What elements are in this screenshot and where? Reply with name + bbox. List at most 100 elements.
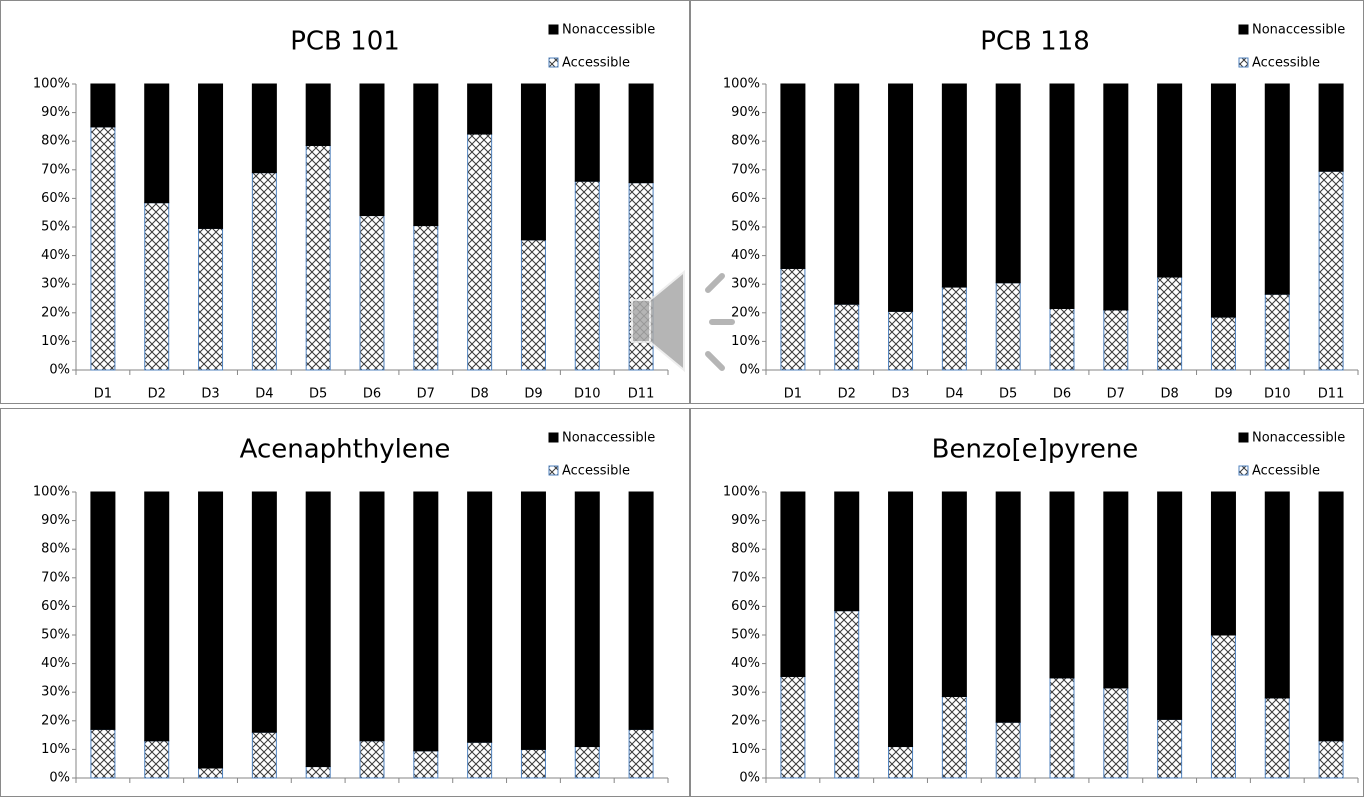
y-tick-label: 50% bbox=[731, 628, 760, 643]
y-tick-label: 10% bbox=[731, 334, 760, 349]
bar-segment bbox=[1264, 491, 1290, 699]
legend-label: Accessible bbox=[1252, 464, 1320, 479]
bar-segment bbox=[834, 303, 860, 371]
bar-segment bbox=[1318, 170, 1344, 371]
y-tick-label: 90% bbox=[731, 105, 760, 120]
x-tick-label: D10 bbox=[574, 387, 601, 402]
bar-segment bbox=[90, 126, 116, 371]
bar-segment bbox=[251, 172, 277, 371]
chart-title: Benzo[e]pyrene bbox=[932, 435, 1139, 465]
legend-swatch bbox=[1238, 57, 1249, 68]
y-tick-label: 20% bbox=[731, 713, 760, 728]
y-tick-label: 70% bbox=[731, 570, 760, 585]
bar-segment bbox=[359, 215, 385, 371]
bar-segment bbox=[995, 721, 1021, 779]
speaker-icon[interactable] bbox=[631, 269, 735, 373]
y-tick-label: 100% bbox=[723, 485, 760, 500]
bar-segment bbox=[941, 491, 967, 697]
bar-segment bbox=[574, 83, 600, 182]
bar-segment bbox=[520, 748, 546, 779]
x-tick-label: D3 bbox=[201, 387, 219, 402]
bar-segment bbox=[144, 491, 170, 742]
bar-segment bbox=[1103, 687, 1129, 779]
bar-segment bbox=[1103, 83, 1129, 311]
bar-segment bbox=[467, 133, 493, 371]
x-tick-label: D2 bbox=[838, 387, 856, 402]
bar-segment bbox=[198, 491, 224, 769]
y-tick-label: 80% bbox=[731, 542, 760, 557]
bar-segment bbox=[1103, 309, 1129, 371]
bar-segment bbox=[1049, 677, 1075, 779]
x-tick-label: D5 bbox=[999, 387, 1017, 402]
x-tick-label: D4 bbox=[255, 387, 273, 402]
bar-segment bbox=[413, 750, 439, 779]
legend-label: Nonaccessible bbox=[1252, 23, 1345, 38]
bar-segment bbox=[1318, 491, 1344, 742]
bar-segment bbox=[941, 83, 967, 288]
y-tick-label: 50% bbox=[41, 628, 70, 643]
chart-title: PCB 118 bbox=[980, 27, 1090, 57]
y-tick-label: 60% bbox=[41, 599, 70, 614]
x-tick-label: D8 bbox=[1160, 387, 1178, 402]
bar-segment bbox=[1318, 740, 1344, 779]
y-tick-label: 0% bbox=[49, 771, 70, 786]
bar-segment bbox=[90, 728, 116, 779]
x-tick-label: D3 bbox=[891, 387, 909, 402]
y-tick-label: 0% bbox=[49, 363, 70, 378]
legend-label: Nonaccessible bbox=[1252, 431, 1345, 446]
bar-segment bbox=[413, 83, 439, 227]
legend-label: Accessible bbox=[562, 464, 630, 479]
bar-segment bbox=[780, 675, 806, 779]
legend-label: Accessible bbox=[562, 56, 630, 71]
bar-segment bbox=[520, 83, 546, 241]
bar-segment bbox=[1210, 83, 1236, 318]
y-tick-label: 10% bbox=[41, 334, 70, 349]
bar-segment bbox=[888, 491, 914, 748]
legend-label: Accessible bbox=[1252, 56, 1320, 71]
bar-segment bbox=[1103, 491, 1129, 689]
bar-segment bbox=[1318, 83, 1344, 172]
bar-segment bbox=[1157, 83, 1183, 278]
legend-label: Nonaccessible bbox=[562, 23, 655, 38]
bar-segment bbox=[995, 83, 1021, 284]
y-tick-label: 90% bbox=[731, 513, 760, 528]
y-tick-label: 60% bbox=[731, 191, 760, 206]
bar-segment bbox=[888, 746, 914, 779]
y-tick-label: 20% bbox=[41, 713, 70, 728]
bar-segment bbox=[305, 83, 331, 146]
bar-segment bbox=[995, 491, 1021, 723]
y-tick-label: 40% bbox=[731, 656, 760, 671]
bar-segment bbox=[1210, 316, 1236, 371]
bar-segment bbox=[941, 695, 967, 779]
y-tick-label: 70% bbox=[41, 162, 70, 177]
bar-segment bbox=[413, 225, 439, 371]
bar-segment bbox=[834, 83, 860, 305]
legend-swatch bbox=[548, 57, 559, 68]
bar-segment bbox=[144, 83, 170, 204]
y-tick-label: 70% bbox=[731, 162, 760, 177]
bar-segment bbox=[251, 731, 277, 779]
y-tick-label: 80% bbox=[41, 134, 70, 149]
y-tick-label: 30% bbox=[41, 685, 70, 700]
y-tick-label: 100% bbox=[723, 77, 760, 92]
y-tick-label: 0% bbox=[739, 771, 760, 786]
bar-segment bbox=[995, 282, 1021, 371]
bar-segment bbox=[467, 491, 493, 743]
y-tick-label: 30% bbox=[731, 685, 760, 700]
bar-segment bbox=[1210, 634, 1236, 779]
bar-segment bbox=[1049, 308, 1075, 371]
legend-swatch bbox=[548, 24, 559, 35]
bar-segment bbox=[305, 766, 331, 779]
bar-segment bbox=[1264, 697, 1290, 779]
y-tick-label: 50% bbox=[731, 220, 760, 235]
bar-segment bbox=[144, 202, 170, 371]
y-tick-label: 80% bbox=[41, 542, 70, 557]
bar-segment bbox=[888, 83, 914, 312]
x-tick-label: D11 bbox=[1318, 387, 1345, 402]
bar-segment bbox=[90, 83, 116, 128]
chart-title: PCB 101 bbox=[290, 27, 400, 57]
y-tick-label: 30% bbox=[731, 277, 760, 292]
y-tick-label: 50% bbox=[41, 220, 70, 235]
legend-swatch bbox=[1238, 465, 1249, 476]
x-tick-label: D4 bbox=[945, 387, 963, 402]
